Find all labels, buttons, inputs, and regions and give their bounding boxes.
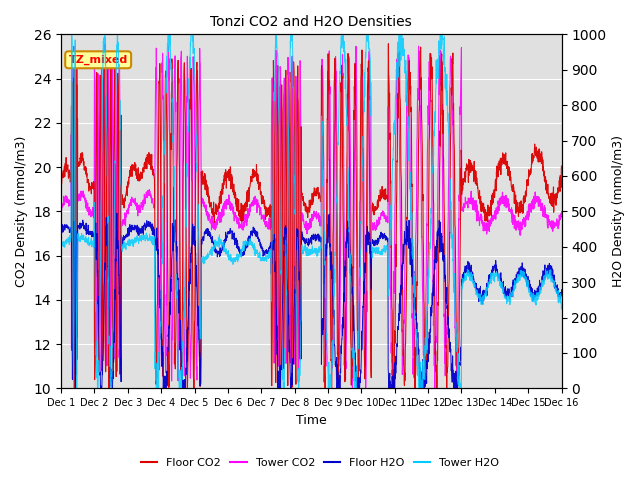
Legend: Floor CO2, Tower CO2, Floor H2O, Tower H2O: Floor CO2, Tower CO2, Floor H2O, Tower H… (136, 453, 504, 472)
Text: TZ_mixed: TZ_mixed (68, 55, 128, 65)
X-axis label: Time: Time (296, 414, 326, 427)
Y-axis label: CO2 Density (mmol/m3): CO2 Density (mmol/m3) (15, 136, 28, 287)
Y-axis label: H2O Density (mmol/m3): H2O Density (mmol/m3) (612, 135, 625, 288)
Title: Tonzi CO2 and H2O Densities: Tonzi CO2 and H2O Densities (211, 15, 412, 29)
